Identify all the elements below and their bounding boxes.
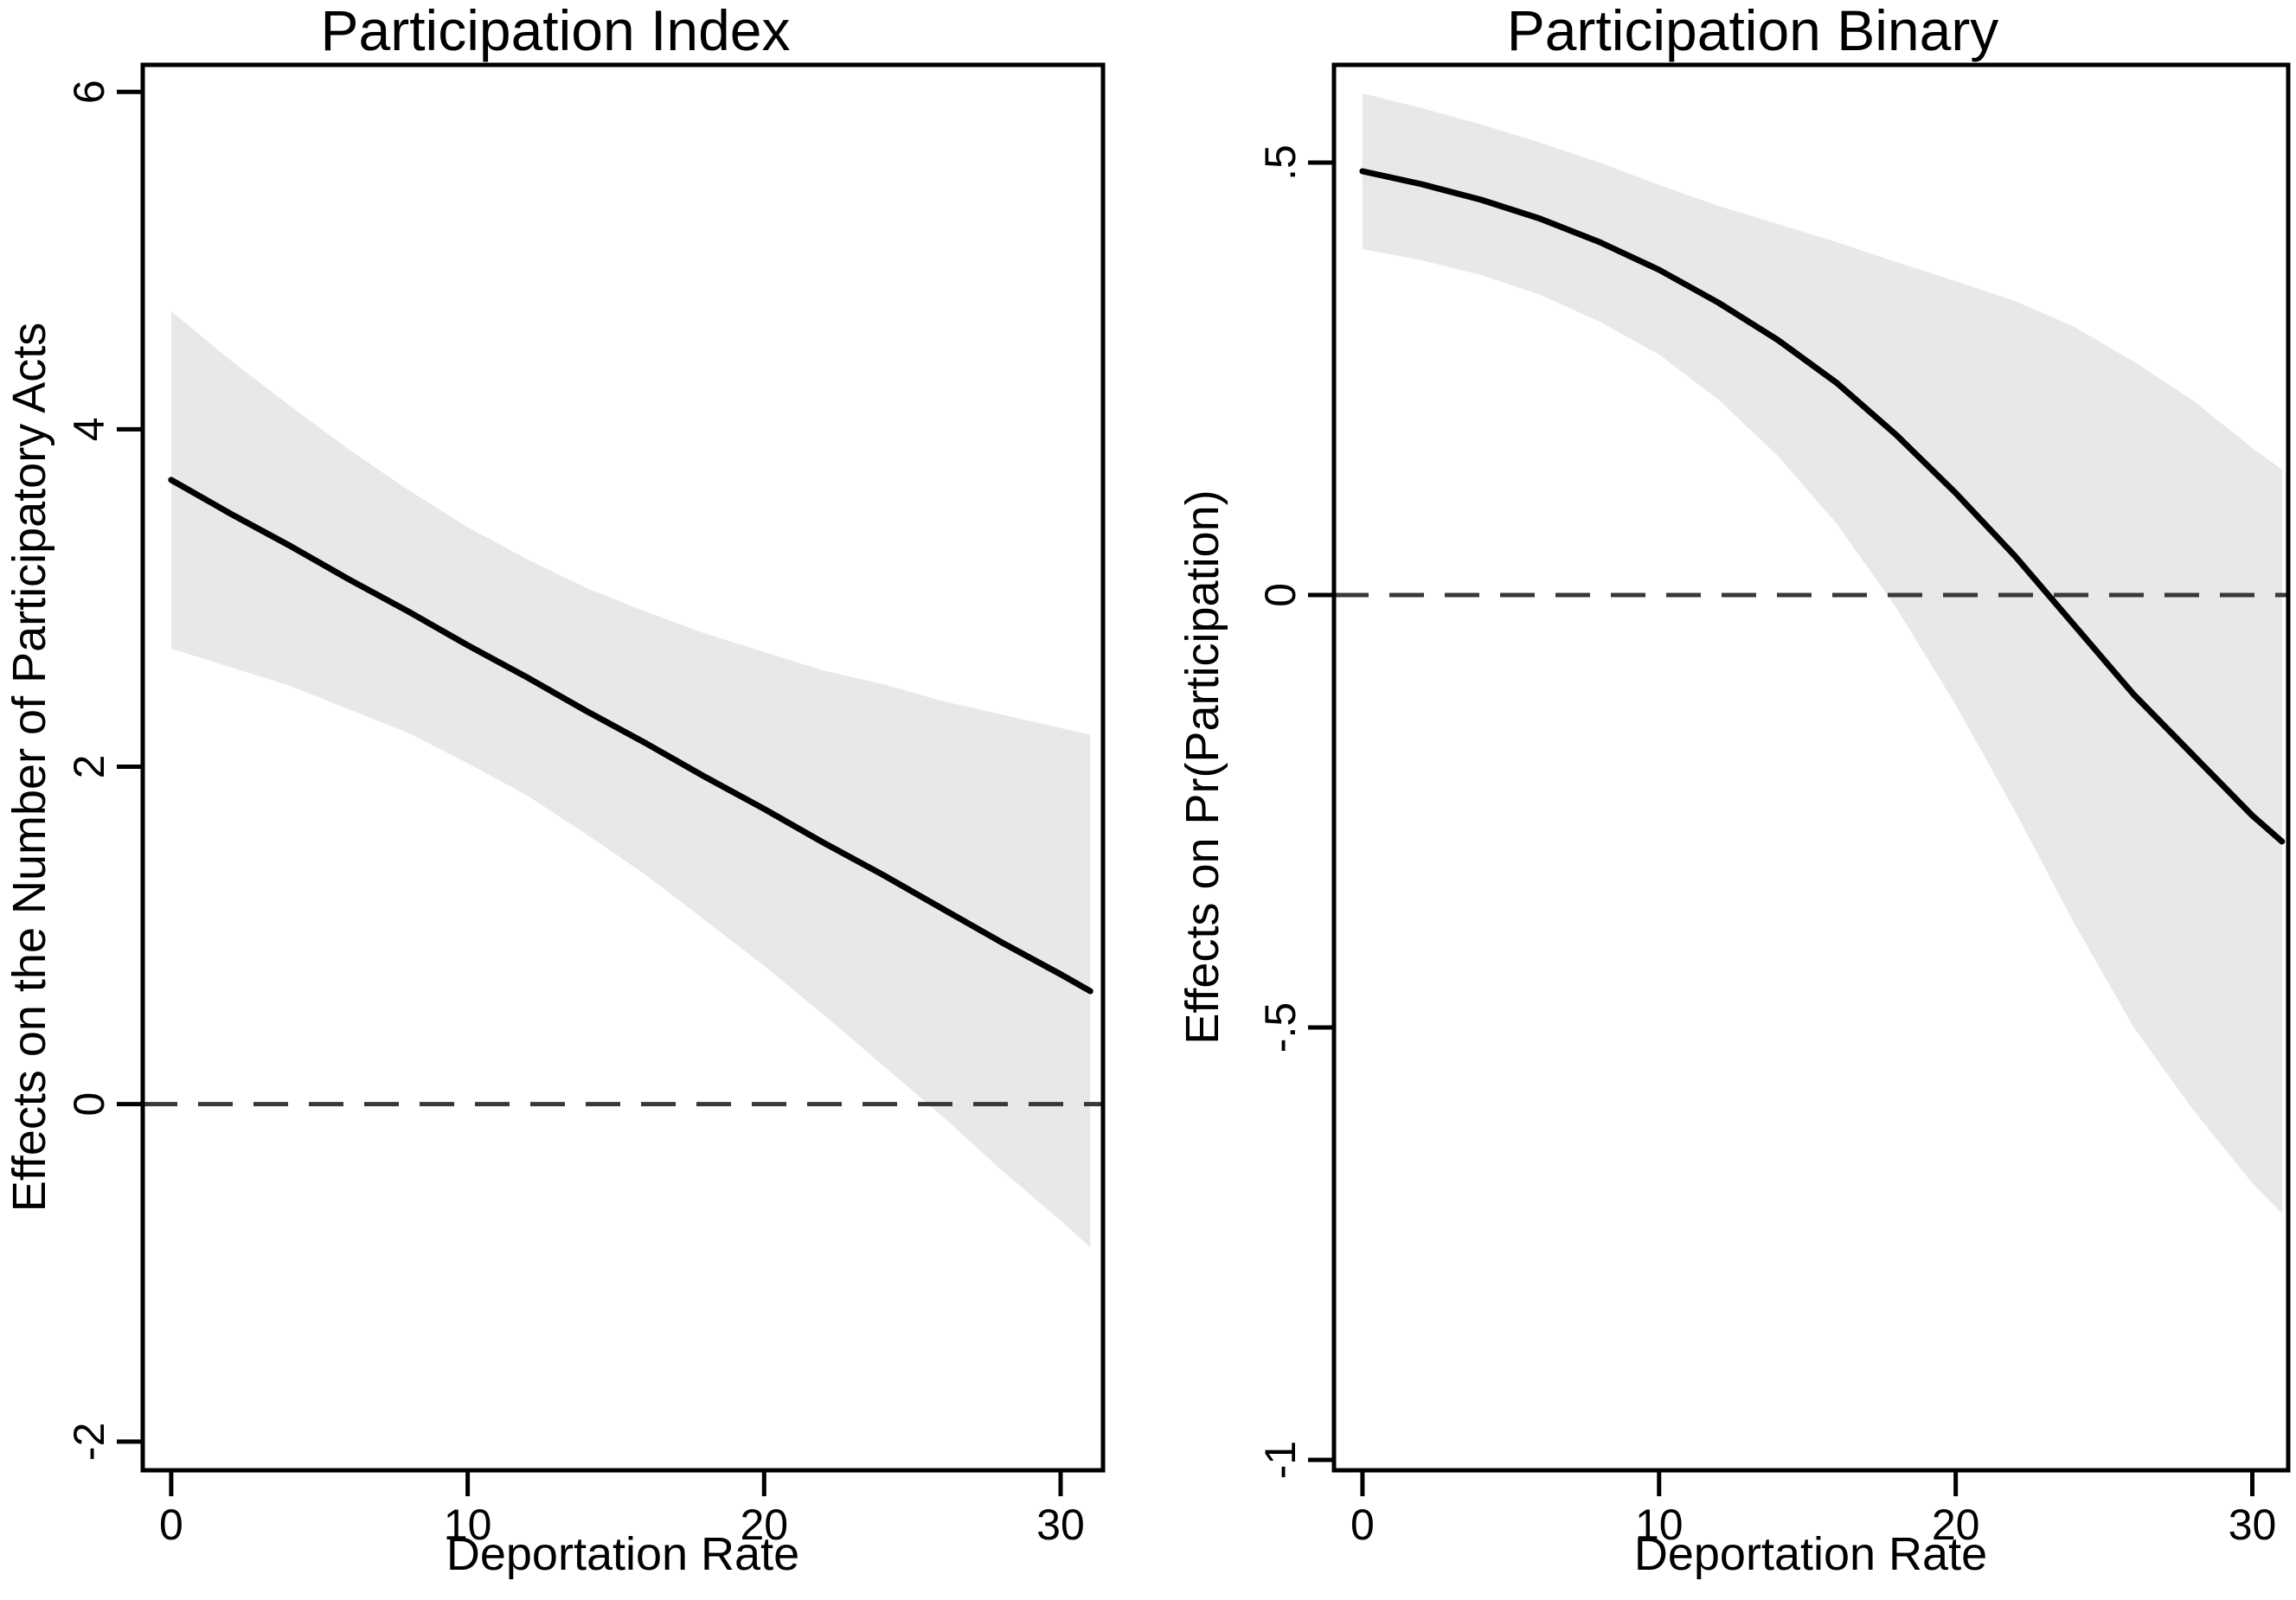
x-tick-label-index: 0 [159,1501,183,1549]
y-tick-label-binary: -1 [1256,1441,1305,1479]
x-axis-label-index: Deportation Rate [446,1528,799,1580]
x-tick-label-binary: 20 [1932,1501,1980,1549]
x-tick-label-index: 10 [444,1501,492,1549]
panel-title-index: Participation Index [321,0,791,62]
effect-line-binary [1359,168,2286,845]
x-tick-label-binary: 30 [2229,1501,2277,1549]
x-tick-label-binary: 0 [1350,1501,1375,1549]
y-tick-label-index: 0 [65,1092,113,1117]
y-tick-label-binary: .5 [1256,144,1305,181]
plot-box-binary [1331,62,2291,1473]
y-tick-label-index: 6 [65,80,113,104]
y-tick-label-index: 4 [65,417,113,441]
y-tick-label-binary: 0 [1256,583,1305,607]
y-axis-label-index: Effects on the Number of Participatory A… [3,323,55,1212]
ci-band-binary [1362,93,2282,1213]
ci-band-index [170,310,1091,1248]
panel-title-binary: Participation Binary [1507,0,1999,62]
y-tick-label-binary: -.5 [1256,1002,1305,1053]
y-tick-label-index: 2 [65,755,113,779]
x-axis-label-binary: Deportation Rate [1634,1528,1987,1580]
x-tick-label-index: 30 [1036,1501,1085,1549]
x-tick-label-binary: 10 [1635,1501,1684,1549]
effect-line-index [168,477,1093,995]
y-axis-label-binary: Effects on Pr(Participation) [1177,490,1228,1044]
y-tick-label-index: -2 [65,1423,113,1461]
x-tick-label-index: 20 [740,1501,788,1549]
